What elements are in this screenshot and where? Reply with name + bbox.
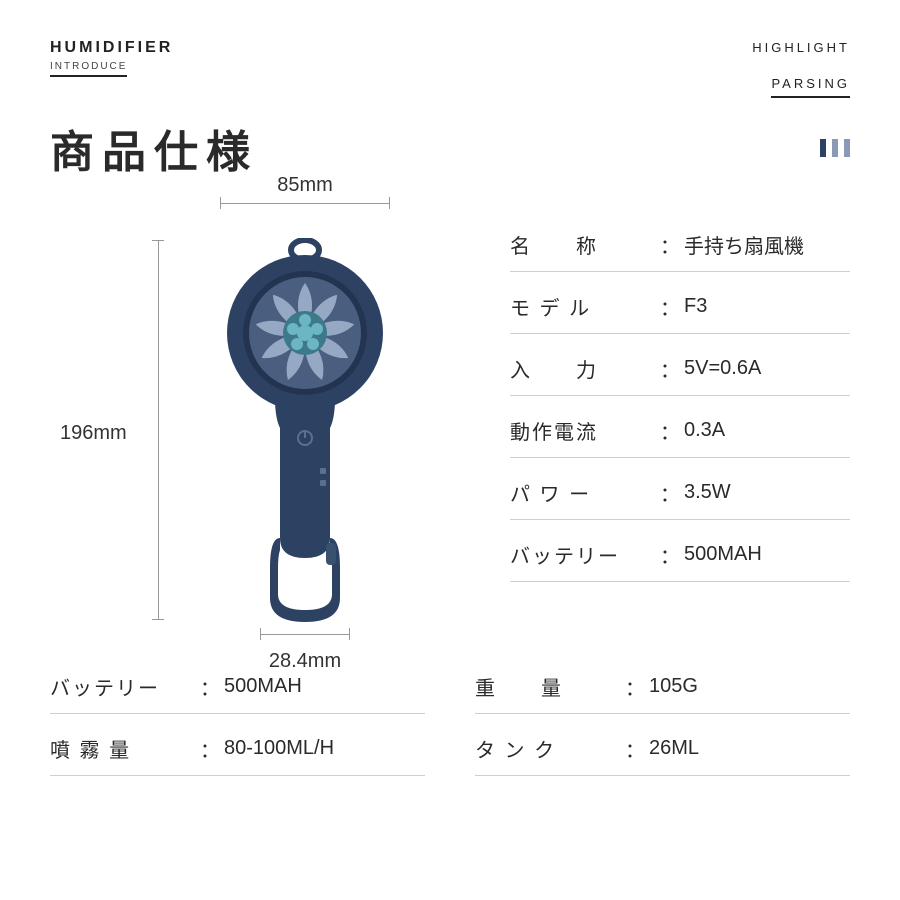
spec-value: 5V=0.6A — [684, 357, 761, 380]
spec-bottom-left: バッテリー ： 500MAH 噴 霧 量 ： 80-100ML/H — [50, 652, 425, 776]
spec-row: 噴 霧 量 ： 80-100ML/H — [50, 714, 425, 776]
spec-colon: ： — [660, 416, 684, 445]
highlight-line-1: HIGHLIGHT — [752, 40, 850, 57]
spec-label: パ ワ ー — [510, 478, 660, 507]
spec-colon: ： — [200, 734, 224, 763]
spec-value: 500MAH — [224, 675, 302, 698]
spec-label: 噴 霧 量 — [50, 734, 200, 763]
spec-value: 3.5W — [684, 481, 731, 504]
brand-block: HUMIDIFIER INTRODUCE — [50, 40, 173, 77]
spec-colon: ： — [625, 672, 649, 701]
dimension-width-line — [220, 197, 390, 213]
highlight-block: HIGHLIGHT PARSING — [752, 40, 850, 98]
spec-value: 105G — [649, 675, 698, 698]
main-area: 85mm 196mm 28.4mm — [50, 210, 850, 582]
spec-list: 名 称 ： 手持ち扇風機 モ デ ル ： F3 入 力 ： 5V=0.6A 動作… — [510, 210, 850, 582]
spec-row: 重 量 ： 105G — [475, 652, 850, 714]
spec-colon: ： — [660, 478, 684, 507]
dimension-height-line — [152, 240, 170, 620]
spec-value: 0.3A — [684, 419, 725, 442]
spec-label: 重 量 — [475, 672, 625, 701]
spec-colon: ： — [660, 354, 684, 383]
spec-value: 手持ち扇風機 — [684, 230, 804, 259]
spec-colon: ： — [200, 672, 224, 701]
spec-label: 名 称 — [510, 230, 660, 259]
page-title: 商品仕様 — [50, 116, 258, 180]
spec-colon: ： — [660, 230, 684, 259]
spec-row: 動作電流 ： 0.3A — [510, 396, 850, 458]
spec-row: タ ン ク ： 26ML — [475, 714, 850, 776]
spec-colon: ： — [625, 734, 649, 763]
accent-dot-icon — [820, 139, 826, 157]
dimension-height-label: 196mm — [60, 422, 127, 445]
spec-value: 26ML — [649, 737, 699, 760]
accent-dot-icon — [832, 139, 838, 157]
spec-table-right: 名 称 ： 手持ち扇風機 モ デ ル ： F3 入 力 ： 5V=0.6A 動作… — [470, 210, 850, 582]
dimension-height: 196mm — [120, 240, 170, 620]
dimension-width-label: 85mm — [220, 174, 390, 197]
spec-row: パ ワ ー ： 3.5W — [510, 458, 850, 520]
highlight-line-2: PARSING — [771, 76, 850, 98]
spec-bottom-right: 重 量 ： 105G タ ン ク ： 26ML — [475, 652, 850, 776]
spec-table-bottom: バッテリー ： 500MAH 噴 霧 量 ： 80-100ML/H 重 量 ： … — [50, 652, 850, 776]
spec-row: 入 力 ： 5V=0.6A — [510, 334, 850, 396]
spec-row: バッテリー ： 500MAH — [50, 652, 425, 714]
product-illustration — [220, 238, 390, 624]
brand-subtitle: INTRODUCE — [50, 61, 127, 77]
spec-label: タ ン ク — [475, 734, 625, 763]
spec-row: モ デ ル ： F3 — [510, 272, 850, 334]
spec-value: 500MAH — [684, 543, 762, 566]
dimension-handle: 28.4mm — [260, 628, 350, 673]
spec-row: 名 称 ： 手持ち扇風機 — [510, 210, 850, 272]
page: HUMIDIFIER INTRODUCE HIGHLIGHT PARSING 商… — [0, 0, 900, 900]
spec-row: バッテリー ： 500MAH — [510, 520, 850, 582]
spec-label: バッテリー — [510, 540, 660, 569]
product-figure: 85mm 196mm 28.4mm — [50, 210, 470, 582]
title-row: 商品仕様 — [50, 116, 850, 180]
dimension-handle-line — [260, 628, 350, 644]
spec-value: F3 — [684, 295, 707, 318]
dimension-handle-label: 28.4mm — [260, 650, 350, 673]
accent-dot-icon — [844, 139, 850, 157]
spec-colon: ： — [660, 540, 684, 569]
spec-value: 80-100ML/H — [224, 737, 334, 760]
brand-title: HUMIDIFIER — [50, 40, 173, 56]
spec-label: バッテリー — [50, 672, 200, 701]
spec-label: 動作電流 — [510, 416, 660, 445]
spec-colon: ： — [660, 292, 684, 321]
spec-label: モ デ ル — [510, 292, 660, 321]
dimension-width: 85mm — [220, 202, 390, 213]
fan-svg-icon — [220, 238, 390, 624]
accent-dots — [820, 139, 850, 157]
spec-label: 入 力 — [510, 354, 660, 383]
top-bar: HUMIDIFIER INTRODUCE HIGHLIGHT PARSING — [50, 40, 850, 98]
